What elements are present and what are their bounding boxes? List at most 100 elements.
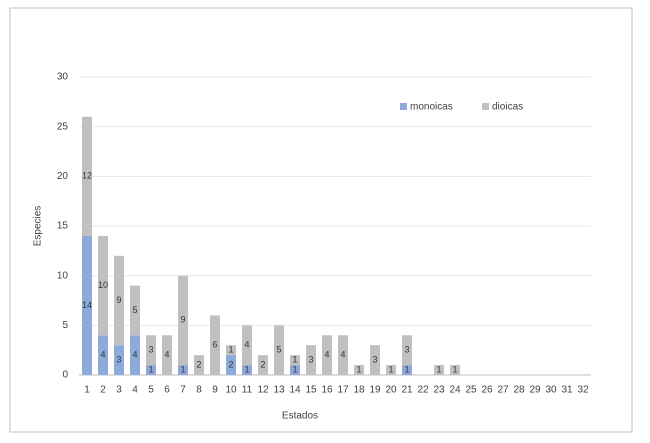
x-tick-label: 17	[337, 385, 349, 396]
data-label: 2	[260, 359, 265, 369]
bar-segment	[98, 335, 108, 375]
data-label: 3	[148, 345, 153, 355]
bar-segment	[338, 335, 348, 375]
data-label: 4	[340, 350, 345, 360]
data-label: 1	[228, 345, 233, 355]
bar-segment	[354, 365, 364, 375]
legend-label: monoicas	[410, 102, 453, 113]
x-tick-label: 2	[100, 385, 106, 396]
x-tick-label: 4	[132, 385, 138, 396]
data-label: 1	[292, 364, 297, 374]
y-tick-label: 15	[57, 221, 69, 232]
legend-swatch	[482, 103, 489, 110]
data-label: 1	[356, 364, 361, 374]
x-tick-label: 18	[353, 385, 365, 396]
x-tick-label: 11	[242, 385, 253, 396]
bar-segment	[242, 325, 252, 366]
data-label: 10	[98, 280, 108, 290]
x-tick-label: 8	[196, 385, 202, 396]
x-tick-label: 31	[561, 385, 573, 396]
data-label: 2	[196, 359, 201, 369]
x-tick-label: 6	[164, 385, 170, 396]
bar-segment	[194, 355, 204, 375]
y-tick-label: 30	[57, 72, 69, 83]
x-tick-label: 20	[385, 385, 397, 396]
y-axis-label: Especies	[33, 206, 44, 247]
y-tick-label: 0	[62, 370, 68, 381]
bar-segment	[114, 345, 124, 375]
bar-segment	[226, 355, 236, 375]
y-tick-label: 25	[57, 121, 69, 132]
x-axis-label: Estados	[282, 411, 318, 422]
data-label: 6	[212, 340, 217, 350]
bar-segment	[274, 325, 284, 375]
bar-segment	[226, 345, 236, 356]
x-tick-label: 32	[577, 385, 589, 396]
bar-segment	[162, 335, 172, 375]
bar-segment	[386, 365, 396, 375]
data-label: 9	[180, 315, 185, 325]
data-label: 1	[180, 364, 185, 374]
legend-swatch	[400, 103, 407, 110]
bar-segment	[242, 365, 252, 375]
x-tick-label: 10	[225, 385, 237, 396]
data-label: 5	[132, 305, 137, 315]
data-label: 4	[164, 350, 169, 360]
data-label: 1	[452, 364, 457, 374]
bar-segment	[434, 365, 444, 375]
bar-segment	[130, 285, 140, 336]
x-tick-label: 1	[84, 385, 90, 396]
data-label: 1	[436, 364, 441, 374]
x-tick-label: 15	[305, 385, 317, 396]
x-tick-label: 12	[257, 385, 269, 396]
x-tick-label: 5	[148, 385, 154, 396]
data-label: 4	[132, 350, 137, 360]
x-tick-label: 28	[513, 385, 525, 396]
data-label: 1	[244, 364, 249, 374]
legend-label: dioicas	[492, 102, 523, 113]
bar-segment	[370, 345, 380, 375]
bar-segment	[402, 335, 412, 366]
y-tick-label: 5	[62, 320, 68, 331]
bar-segment	[146, 365, 156, 375]
x-tick-label: 26	[481, 385, 493, 396]
x-tick-label: 21	[401, 385, 413, 396]
x-tick-label: 24	[449, 385, 461, 396]
x-tick-label: 22	[417, 385, 429, 396]
x-tick-label: 23	[433, 385, 445, 396]
data-label: 1	[292, 354, 297, 364]
data-label: 5	[276, 345, 281, 355]
bar-segment	[258, 355, 268, 375]
x-tick-label: 13	[273, 385, 285, 396]
x-tick-label: 7	[180, 385, 186, 396]
y-tick-label: 20	[57, 171, 69, 182]
bar-segment	[146, 335, 156, 366]
data-label: 1	[388, 364, 393, 374]
x-tick-label: 3	[116, 385, 122, 396]
bar-segment	[82, 116, 92, 236]
data-label: 9	[116, 295, 121, 305]
x-tick-label: 29	[529, 385, 541, 396]
data-label: 4	[100, 350, 105, 360]
bar-segment	[402, 365, 412, 375]
bar-segment	[130, 335, 140, 375]
bar-segment	[450, 365, 460, 375]
bar-segment	[322, 335, 332, 375]
chart-frame	[9, 7, 633, 433]
data-label: 14	[82, 300, 92, 310]
x-tick-label: 25	[465, 385, 477, 396]
bar-segment	[98, 235, 108, 336]
y-tick-label: 10	[57, 270, 69, 281]
bar-segment	[306, 345, 316, 375]
bar-segment	[290, 355, 300, 366]
bar-segment	[82, 235, 92, 375]
data-label: 2	[228, 359, 233, 369]
x-tick-label: 16	[321, 385, 333, 396]
x-tick-label: 9	[212, 385, 218, 396]
bar-segment	[178, 365, 188, 375]
data-label: 1	[148, 364, 153, 374]
data-label: 12	[82, 171, 92, 181]
x-tick-label: 30	[545, 385, 557, 396]
data-label: 3	[116, 354, 121, 364]
